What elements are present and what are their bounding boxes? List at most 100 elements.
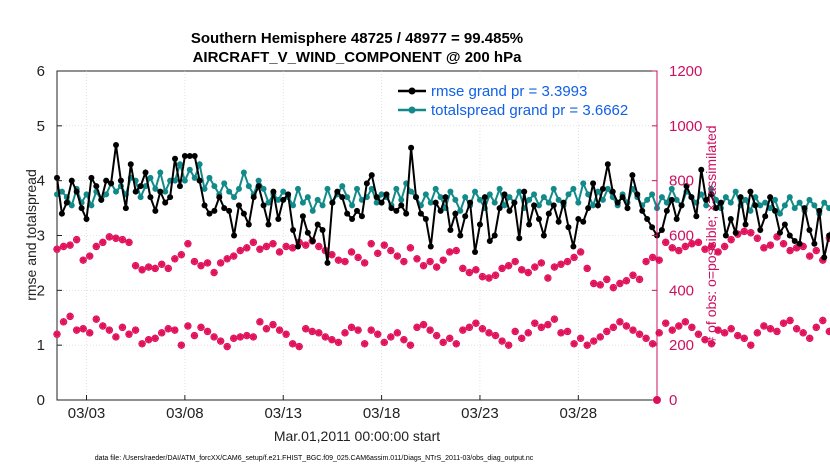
- totalspread-point: [580, 180, 587, 187]
- obs-assimilated-marker: [118, 236, 127, 244]
- rmse-point: [344, 210, 351, 217]
- obs-assimilated-marker: [688, 323, 696, 331]
- rmse-point: [476, 221, 483, 228]
- obs-assimilated-marker: [131, 326, 140, 334]
- totalspread-point: [398, 196, 405, 203]
- rmse-point: [122, 205, 129, 212]
- obs-assimilated-marker: [524, 329, 532, 337]
- totalspread-point: [486, 191, 493, 198]
- obs-assimilated-marker: [577, 334, 585, 342]
- totalspread-point: [422, 191, 429, 198]
- totalspread-point: [260, 185, 267, 192]
- rmse-point: [737, 194, 744, 201]
- obs-assimilated-marker: [740, 334, 748, 342]
- rmse-point: [757, 227, 764, 234]
- obs-assimilated-marker: [806, 334, 814, 342]
- totalspread-point: [235, 185, 242, 192]
- obs-assimilated-marker: [380, 241, 388, 249]
- rmse-point: [698, 166, 705, 173]
- rmse-point: [157, 188, 164, 195]
- totalspread-point: [649, 191, 656, 198]
- obs-assimilated-marker: [105, 326, 113, 334]
- rmse-point: [98, 196, 105, 203]
- totalspread-point: [304, 194, 311, 201]
- rmse-point: [816, 207, 823, 214]
- rmse-point: [265, 221, 272, 228]
- rmse-point: [176, 183, 183, 190]
- obs-assimilated-marker: [190, 331, 199, 340]
- rmse-point: [521, 188, 528, 195]
- totalspread-point: [821, 199, 828, 206]
- obs-assimilated-marker: [53, 330, 61, 338]
- obs-assimilated-marker: [727, 325, 735, 333]
- y-right-tick-label: 200: [669, 337, 694, 354]
- totalspread-point: [791, 205, 798, 212]
- obs-assimilated-marker: [825, 327, 830, 336]
- rmse-point: [688, 194, 695, 201]
- obs-assimilated-marker: [472, 319, 480, 327]
- totalspread-point: [211, 183, 218, 190]
- rmse-point: [580, 218, 587, 225]
- totalspread-point: [255, 177, 262, 184]
- left-axis: 0 1 2 3 4 5 6: [37, 63, 62, 409]
- rmse-point: [132, 188, 139, 195]
- y-left-tick-label: 4: [37, 173, 45, 190]
- totalspread-point: [240, 169, 247, 176]
- rmse-point: [767, 194, 774, 201]
- obs-assimilated-marker: [269, 240, 277, 248]
- obs-assimilated-marker: [177, 341, 185, 349]
- obs-assimilated-marker: [544, 274, 552, 282]
- y-axis-label-left: rmse and totalspread: [23, 169, 39, 301]
- obs-assimilated-marker: [282, 242, 290, 251]
- rmse-point: [280, 196, 287, 203]
- totalspread-point: [290, 202, 297, 209]
- obs-assimilated-marker: [505, 262, 513, 270]
- obs-assimilated-marker: [701, 245, 709, 253]
- obs-assimilated-marker: [681, 318, 689, 326]
- rmse-point: [791, 237, 798, 244]
- rmse-point: [585, 205, 592, 212]
- rmse-point: [599, 185, 606, 192]
- y-left-tick-label: 5: [37, 118, 45, 135]
- rmse-point: [703, 196, 710, 203]
- rmse-point: [255, 183, 262, 190]
- totalspread-point: [319, 202, 326, 209]
- obs-assimilated-marker: [668, 326, 676, 334]
- rmse-point: [68, 177, 75, 184]
- obs-assimilated-marker: [99, 238, 107, 246]
- totalspread-point: [604, 185, 611, 192]
- obs-assimilated-marker: [721, 242, 729, 251]
- obs-assimilated-marker: [125, 238, 133, 246]
- totalspread-point: [757, 202, 764, 209]
- rmse-point: [663, 207, 670, 214]
- rmse-point: [511, 199, 518, 206]
- obs-assimilated-marker: [609, 323, 617, 331]
- obs-assimilated-marker: [184, 322, 192, 330]
- obs-assimilated-marker: [315, 329, 323, 337]
- legend-box: [393, 77, 651, 121]
- totalspread-point: [373, 199, 380, 206]
- totalspread-point: [186, 166, 193, 173]
- rmse-point: [113, 142, 120, 149]
- obs-assimilated-marker: [308, 327, 316, 336]
- obs-assimilated-marker: [635, 275, 644, 283]
- rmse-point: [545, 210, 552, 217]
- obs-assimilated-marker: [197, 323, 205, 331]
- rmse-point: [742, 221, 749, 228]
- totalspread-point: [447, 188, 454, 195]
- rmse-point: [614, 199, 621, 206]
- obs-assimilated-marker: [79, 325, 87, 333]
- obs-assimilated-marker: [256, 245, 264, 253]
- obs-assimilated-marker: [289, 340, 297, 348]
- obs-assimilated-marker: [347, 323, 356, 331]
- legend-marker-totalspread: [408, 106, 416, 114]
- x-tick-label: 03/18: [363, 405, 401, 422]
- y-left-tick-label: 2: [37, 282, 45, 299]
- totalspread-point: [786, 194, 793, 201]
- obs-assimilated-marker: [151, 334, 159, 342]
- rmse-point: [658, 227, 665, 234]
- obs-assimilated-marker: [92, 242, 100, 251]
- obs-assimilated-marker: [112, 333, 120, 341]
- obs-assimilated-marker: [766, 241, 775, 249]
- obs-assimilated-marker: [694, 330, 703, 338]
